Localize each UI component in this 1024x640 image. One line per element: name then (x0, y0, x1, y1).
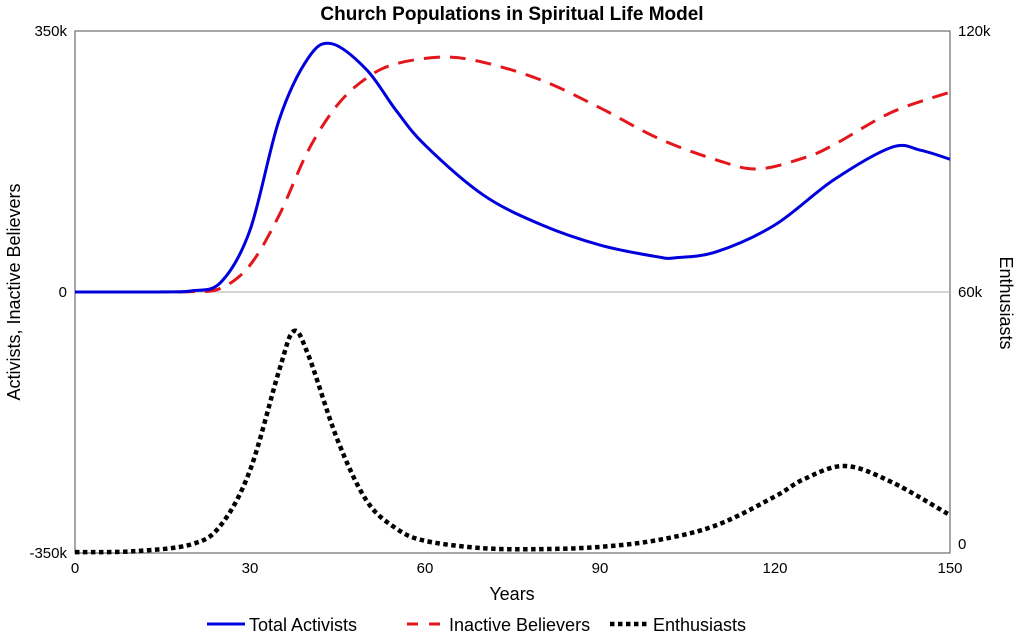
legend-item-total-activists: Total Activists (207, 615, 357, 635)
series-line-inactive-believers (74, 55, 951, 294)
legend-label: Total Activists (249, 615, 357, 635)
x-tick-label: 30 (242, 560, 259, 577)
legend: Total Activists Inactive Believers Enthusi… (207, 615, 746, 635)
y-left-tick-label: -350k (29, 545, 67, 562)
chart-title: Church Populations in Spiritual Life Mod… (320, 4, 703, 25)
y-axis-left-label: Activists, Inactive Believers (4, 183, 24, 400)
series-layer (74, 41, 952, 555)
y-right-tick-label: 0 (958, 536, 966, 553)
x-tick-label: 90 (592, 560, 609, 577)
legend-label: Enthusiasts (653, 615, 746, 635)
series-line-total-activists (74, 41, 951, 294)
x-axis-label: Years (489, 584, 534, 604)
y-axis-right-label: Enthusiasts (996, 256, 1016, 349)
y-left-tick-label: 0 (59, 284, 67, 301)
x-tick-label: 150 (937, 560, 962, 577)
legend-label: Inactive Believers (449, 615, 590, 635)
legend-item-inactive-believers: Inactive Believers (407, 615, 590, 635)
x-tick-label: 60 (417, 560, 434, 577)
x-tick-label: 120 (762, 560, 787, 577)
y-right-tick-label: 120k (958, 23, 991, 40)
series-line-enthusiasts (74, 328, 952, 555)
y-left-tick-label: 350k (34, 23, 67, 40)
legend-item-enthusiasts: Enthusiasts (610, 615, 746, 635)
y-right-tick-label: 60k (958, 284, 983, 301)
x-tick-label: 0 (71, 560, 79, 577)
